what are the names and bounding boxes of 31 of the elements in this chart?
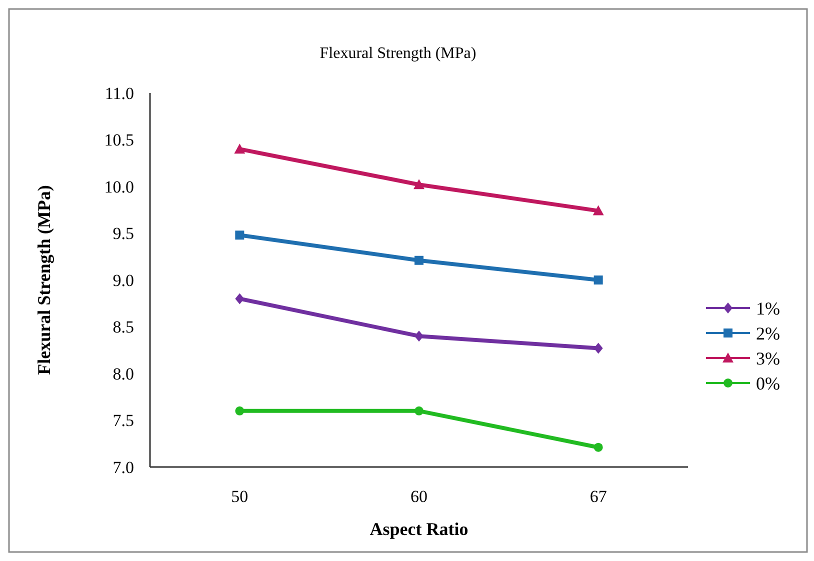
point: [594, 442, 603, 452]
y-tick-label: 8.0: [112, 364, 134, 384]
y-tick-label: 7.0: [112, 458, 134, 477]
legend-label: 0%: [756, 373, 780, 394]
y-tick-label: 10.0: [104, 177, 134, 196]
y-tick-label: 11.0: [104, 84, 134, 103]
point: [235, 406, 244, 416]
y-axis-title: Flexural Strength (MPa): [34, 185, 54, 375]
y-tick-label: 8.5: [112, 318, 134, 337]
point: [414, 179, 424, 190]
y-tick-label: 9.5: [112, 224, 134, 244]
x-axis-title: Aspect Ratio: [370, 519, 468, 539]
chart-title: Flexural Strength (MPa): [320, 45, 476, 62]
legend-label: 3%: [756, 348, 780, 368]
legend-label: 2%: [756, 323, 780, 344]
x-tick-label: 67: [590, 487, 608, 506]
y-tick-label: 10.5: [104, 130, 134, 150]
y-tick-label: 7.5: [112, 411, 134, 430]
point: [594, 342, 603, 354]
point: [234, 144, 246, 154]
y-tick-label: 9.0: [112, 270, 134, 290]
point: [235, 230, 244, 240]
legend-label: 1%: [756, 298, 780, 318]
x-tick-label: 60: [410, 487, 428, 506]
point: [235, 293, 244, 304]
point: [414, 256, 424, 265]
point: [592, 205, 604, 216]
x-tick-label: 50: [231, 487, 248, 506]
point: [594, 276, 603, 284]
point: [414, 330, 424, 342]
point: [414, 406, 424, 416]
